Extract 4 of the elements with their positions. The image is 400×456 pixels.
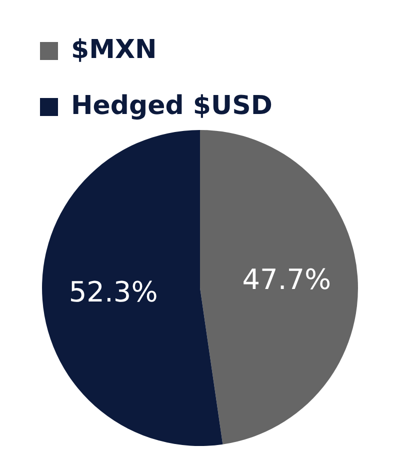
data-label: 47.7% xyxy=(242,263,332,296)
legend-label: Hedged $USD xyxy=(71,90,272,121)
data-label: 52.3% xyxy=(68,276,158,309)
legend-label: $MXN xyxy=(71,34,157,65)
